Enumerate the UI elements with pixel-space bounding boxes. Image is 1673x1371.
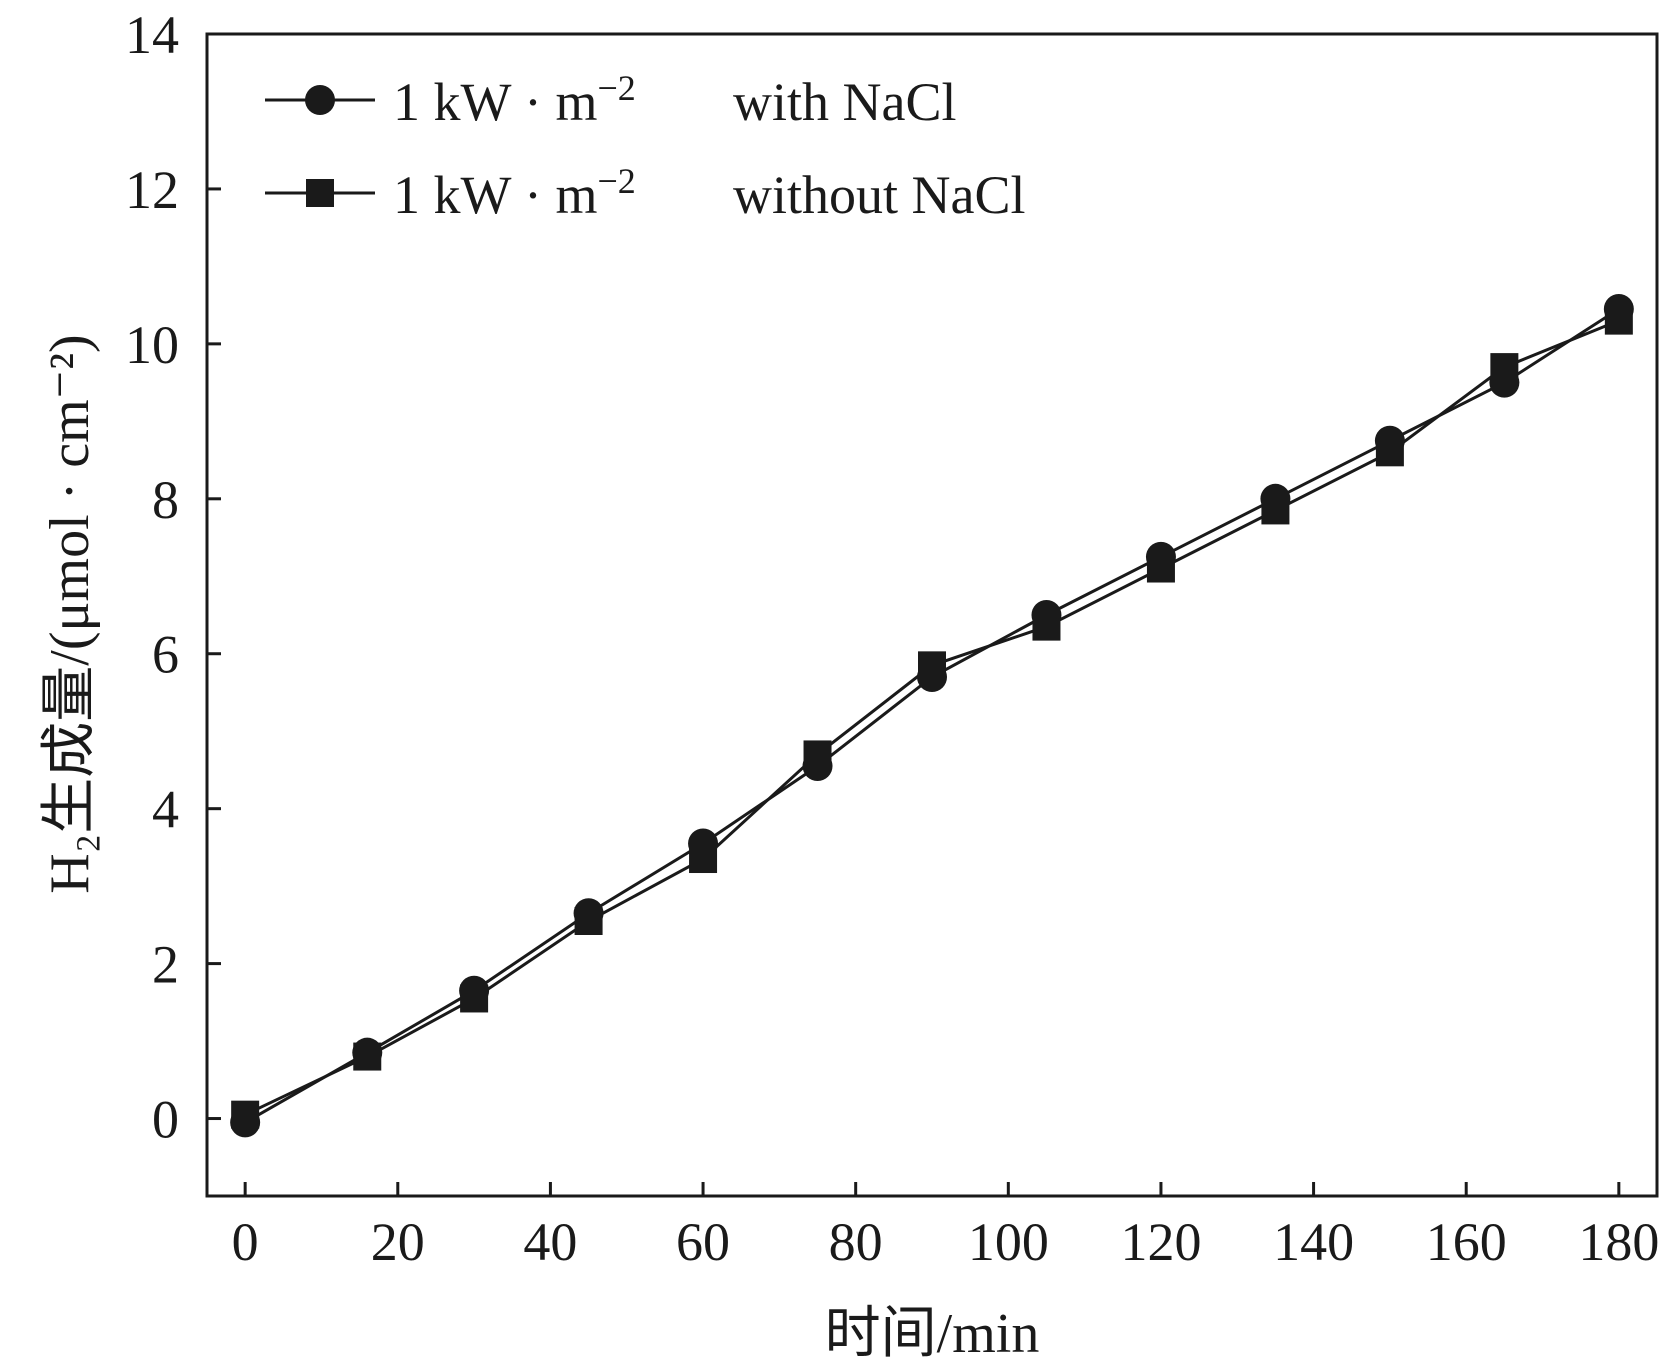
data-point-without-nacl: [1032, 612, 1061, 641]
y-tick-label: 12: [125, 160, 179, 220]
data-point-without-nacl: [1375, 438, 1404, 467]
y-tick-label: 8: [152, 470, 179, 530]
y-tick-label: 0: [152, 1090, 179, 1150]
data-point-without-nacl: [1146, 554, 1175, 583]
y-axis-title: H₂生成量/(μmol · cm⁻²): [39, 334, 101, 893]
x-tick-label: 0: [232, 1212, 259, 1272]
legend: 1 kW · m−2 with NaCl 1 kW · m−2 without Na…: [265, 68, 1026, 225]
x-tick-label: 40: [523, 1212, 577, 1272]
plot-frame: [205, 32, 1659, 1198]
legend-marker-circle: [305, 85, 335, 115]
series-line-with-nacl: [244, 307, 1620, 1124]
legend-label-with-nacl: 1 kW · m−2 with NaCl: [393, 68, 957, 132]
x-tick-label: 100: [968, 1212, 1049, 1272]
x-axis-title: 时间/min: [825, 1303, 1040, 1365]
x-tick-label: 120: [1120, 1212, 1201, 1272]
y-tick-label: 4: [152, 780, 179, 840]
series-layer: [230, 294, 1634, 1138]
data-point-without-nacl: [689, 845, 718, 874]
data-point-without-nacl: [1604, 306, 1633, 335]
legend-exp-with-nacl: −2: [597, 68, 635, 108]
legend-prefix-without-nacl: 1 kW · m: [393, 165, 597, 225]
legend-prefix-with-nacl: 1 kW · m: [393, 72, 597, 132]
x-tick-label: 160: [1426, 1212, 1507, 1272]
legend-label-without-nacl: 1 kW · m−2 without NaCl: [393, 161, 1026, 225]
data-point-without-nacl: [460, 984, 489, 1013]
y-tick-label: 2: [152, 935, 179, 995]
x-axis: 0 20 40 60 80 100 120 140 160 180: [232, 1182, 1659, 1272]
x-tick-label: 20: [371, 1212, 425, 1272]
data-point-without-nacl: [1490, 353, 1519, 382]
x-tick-label: 180: [1578, 1212, 1659, 1272]
data-point-without-nacl: [918, 651, 946, 680]
legend-exp-without-nacl: −2: [597, 161, 635, 201]
x-tick-label: 60: [676, 1212, 730, 1272]
data-point-without-nacl: [353, 1042, 382, 1071]
y-axis: 0 2 4 6 8 10 12 14: [125, 5, 221, 1150]
legend-suffix-with-nacl: with NaCl: [733, 72, 957, 132]
legend-marker-square: [306, 179, 334, 207]
y-tick-label: 10: [125, 315, 179, 375]
x-tick-label: 80: [829, 1212, 883, 1272]
y-tick-label: 14: [125, 5, 179, 65]
legend-suffix-without-nacl: without NaCl: [733, 165, 1026, 225]
series-line-without-nacl: [244, 319, 1620, 1117]
x-tick-label: 140: [1273, 1212, 1354, 1272]
y-tick-label: 6: [152, 625, 179, 685]
data-point-without-nacl: [231, 1100, 260, 1129]
data-point-without-nacl: [803, 740, 832, 769]
data-point-without-nacl: [1261, 496, 1290, 525]
data-point-without-nacl: [574, 906, 603, 935]
